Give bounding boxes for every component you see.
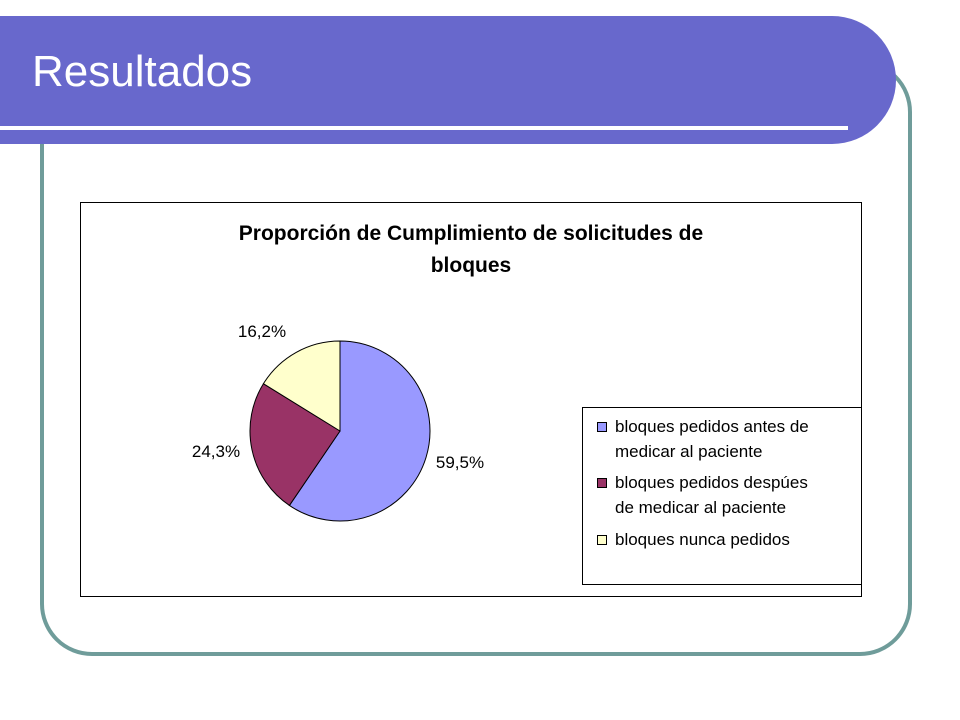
legend-label-line: bloques pedidos antes de	[615, 417, 809, 436]
pie-labels: 59,5% 24,3% 16,2%	[192, 322, 484, 472]
pie-slice	[262, 340, 341, 432]
slice-data-label: 59,5%	[436, 453, 484, 472]
slice-data-label: 24,3%	[192, 442, 240, 461]
legend-swatch	[597, 478, 607, 488]
legend-label-line: de medicar al paciente	[615, 498, 787, 517]
title-underline	[0, 126, 848, 130]
legend-swatch	[597, 422, 607, 432]
title-bar	[0, 16, 896, 144]
legend-label: bloques pedidos despúes de medicar al pa…	[615, 470, 861, 520]
chart-title: Proporción de Cumplimiento de solicitude…	[80, 218, 862, 282]
chart-title-line-1: Proporción de Cumplimiento de solicitude…	[238, 222, 704, 245]
legend-label-line: medicar al paciente	[615, 442, 763, 461]
chart-title-line-2: bloques	[430, 254, 512, 277]
legend-label: bloques pedidos antes de medicar al paci…	[615, 414, 861, 464]
legend-swatch	[597, 535, 607, 545]
legend-label-line: bloques pedidos despúes	[615, 473, 808, 492]
chart-legend: bloques pedidos antes de medicar al paci…	[582, 407, 862, 585]
pie-slice	[288, 340, 431, 522]
legend-label: bloques nunca pedidos	[615, 527, 861, 552]
pie-slice	[249, 383, 341, 507]
pie-slices	[249, 340, 431, 522]
legend-label-line: bloques nunca pedidos	[615, 530, 790, 549]
slide-title: Resultados	[32, 47, 253, 96]
slice-data-label: 16,2%	[238, 322, 286, 341]
